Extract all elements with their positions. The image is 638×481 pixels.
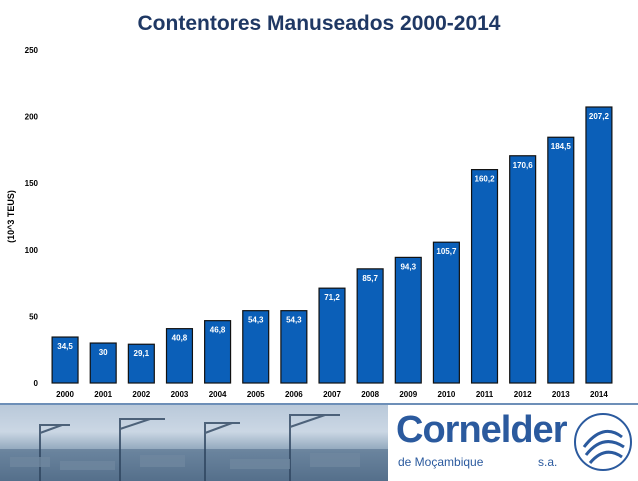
bar-2002 [127, 343, 155, 384]
footer-banner: Cornelder de Moçambique s.a. [0, 403, 638, 481]
y-axis-ticks: 0 50 100 150 200 250 [25, 46, 39, 388]
bar-2008 [356, 268, 384, 384]
bar-2014 [585, 106, 613, 384]
bar-2011 [470, 169, 499, 384]
x-tick-label: 2008 [361, 390, 379, 399]
bar-value-label: 46,8 [210, 326, 226, 335]
bar-value-label: 105,7 [436, 247, 457, 256]
y-tick-label: 250 [25, 46, 39, 55]
y-tick-label: 200 [25, 113, 39, 122]
x-tick-label: 2014 [590, 390, 608, 399]
bar-value-label: 34,5 [57, 342, 73, 351]
port-photo-image [0, 405, 388, 481]
x-tick-label: 2009 [399, 390, 417, 399]
bar-chart: (10^3 TEUS) 0 50 100 150 200 250 34,5 30 29,1 40… [6, 46, 613, 399]
y-axis-title: (10^3 TEUS) [6, 190, 16, 243]
x-tick-label: 2005 [247, 390, 265, 399]
bar-2003 [165, 328, 194, 384]
logo-subtitle: de Moçambique [398, 455, 484, 469]
logo-suffix: s.a. [538, 455, 558, 469]
bar-value-label: 184,5 [551, 142, 572, 151]
y-tick-label: 150 [25, 179, 39, 188]
x-tick-label: 2002 [132, 390, 150, 399]
x-tick-label: 2011 [476, 390, 494, 399]
bar-2006 [280, 310, 308, 384]
x-tick-label: 2001 [94, 390, 112, 399]
bar-value-label: 40,8 [172, 334, 188, 343]
y-tick-label: 100 [25, 246, 39, 255]
x-tick-label: 2012 [514, 390, 532, 399]
bar-2013 [547, 136, 575, 384]
logo-brand-name: Cornelder [396, 409, 567, 451]
bar-value-labels: 34,5 30 29,1 40,8 46,8 54,3 54,3 71,2 85,7 94,3 10… [57, 112, 609, 358]
bar-2007 [318, 287, 346, 384]
bar-value-label: 170,6 [513, 161, 534, 170]
y-tick-label: 50 [29, 312, 38, 321]
bar-value-label: 207,2 [589, 112, 610, 121]
logo-emblem-icon [574, 413, 632, 471]
bar-value-label: 29,1 [134, 349, 150, 358]
bar-2000 [51, 336, 79, 384]
bar-2012 [509, 155, 537, 384]
bar-2010 [432, 241, 460, 384]
bar-value-label: 94,3 [400, 262, 416, 271]
bar-2005 [242, 310, 270, 384]
bar-value-label: 85,7 [362, 274, 378, 283]
bar-value-label: 160,2 [475, 175, 496, 184]
bars [51, 106, 613, 384]
x-tick-label: 2003 [171, 390, 189, 399]
x-tick-label: 2000 [56, 390, 74, 399]
port-cranes-illustration [0, 414, 388, 481]
bar-value-label: 71,2 [324, 293, 340, 302]
bar-2009 [394, 256, 422, 384]
company-logo: Cornelder de Moçambique s.a. [388, 405, 638, 481]
x-tick-label: 2007 [323, 390, 341, 399]
x-axis-ticks: 2000 2001 2002 2003 2004 2005 2006 2007 2008 2009… [56, 390, 608, 399]
bar-2001 [89, 342, 117, 384]
bar-2004 [204, 320, 232, 384]
x-tick-label: 2010 [438, 390, 456, 399]
chart-title: Contentores Manuseados 2000-2014 [137, 12, 501, 35]
x-tick-label: 2004 [209, 390, 227, 399]
bar-value-label: 30 [99, 348, 108, 357]
x-tick-label: 2013 [552, 390, 570, 399]
x-tick-label: 2006 [285, 390, 303, 399]
bar-value-label: 54,3 [248, 316, 264, 325]
bar-value-label: 54,3 [286, 316, 302, 325]
y-tick-label: 0 [34, 379, 39, 388]
